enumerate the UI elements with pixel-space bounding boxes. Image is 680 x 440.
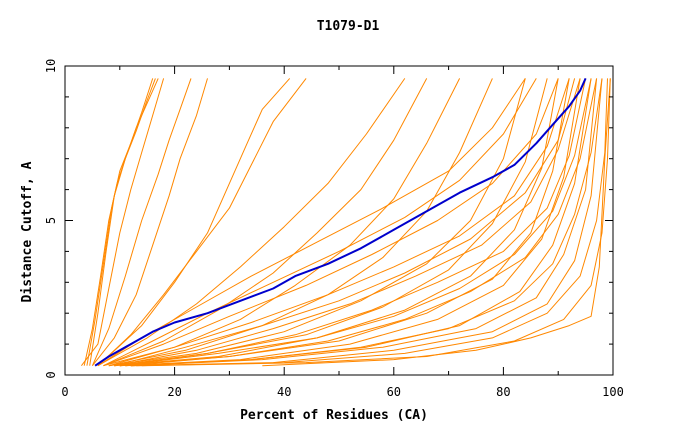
series-line-17: [119, 78, 581, 367]
series-line-8: [97, 78, 291, 367]
series-line-25: [125, 78, 598, 367]
series-line-5: [91, 78, 192, 366]
plot-frame: [64, 65, 614, 376]
series-line-3: [89, 78, 156, 366]
series-line-29: [114, 78, 576, 367]
x-axis-label: Percent of Residues (CA): [240, 408, 428, 423]
series-line-4: [81, 78, 165, 367]
series-line-1: [83, 78, 159, 366]
series-line-22: [114, 78, 581, 367]
series-line-12: [108, 78, 493, 367]
series-line-16: [119, 78, 570, 367]
series-line-13: [108, 78, 526, 367]
series-line-26: [136, 78, 608, 367]
y-tick-label: 10: [44, 59, 58, 73]
x-tick-label: 100: [602, 385, 624, 399]
x-tick-label: 0: [61, 385, 68, 399]
series-line-18: [125, 78, 592, 367]
chart-title: T1079-D1: [317, 19, 380, 34]
series-line-31: [130, 78, 603, 367]
x-tick-label: 40: [277, 385, 291, 399]
x-tick-label: 80: [496, 385, 510, 399]
series-line-6: [92, 78, 208, 367]
series-line-highlight: [94, 77, 587, 367]
series-line-19: [130, 78, 598, 367]
y-tick-label: 5: [44, 217, 58, 224]
series-line-21: [108, 78, 570, 367]
series-line-23: [119, 78, 587, 367]
series-layer: [81, 78, 611, 367]
series-line-32: [103, 78, 537, 367]
y-tick-label: 0: [44, 371, 58, 378]
series-line-24: [103, 78, 559, 367]
y-axis-label: Distance Cutoff, A: [20, 161, 35, 302]
series-line-7: [97, 78, 307, 367]
series-line-33: [97, 78, 526, 367]
series-line-15: [114, 78, 559, 367]
series-line-30: [119, 78, 592, 367]
series-line-20: [130, 78, 603, 367]
x-tick-label: 60: [387, 385, 401, 399]
series-line-27: [141, 78, 611, 367]
series-line-10: [103, 78, 428, 367]
axis-layer: 0 20 40 60 80 100 0 5 10: [44, 59, 624, 399]
series-line-14: [114, 78, 548, 367]
series-line-28: [262, 78, 611, 367]
series-line-9: [97, 78, 406, 367]
highlight-layer: [94, 77, 587, 367]
x-tick-label: 20: [167, 385, 181, 399]
